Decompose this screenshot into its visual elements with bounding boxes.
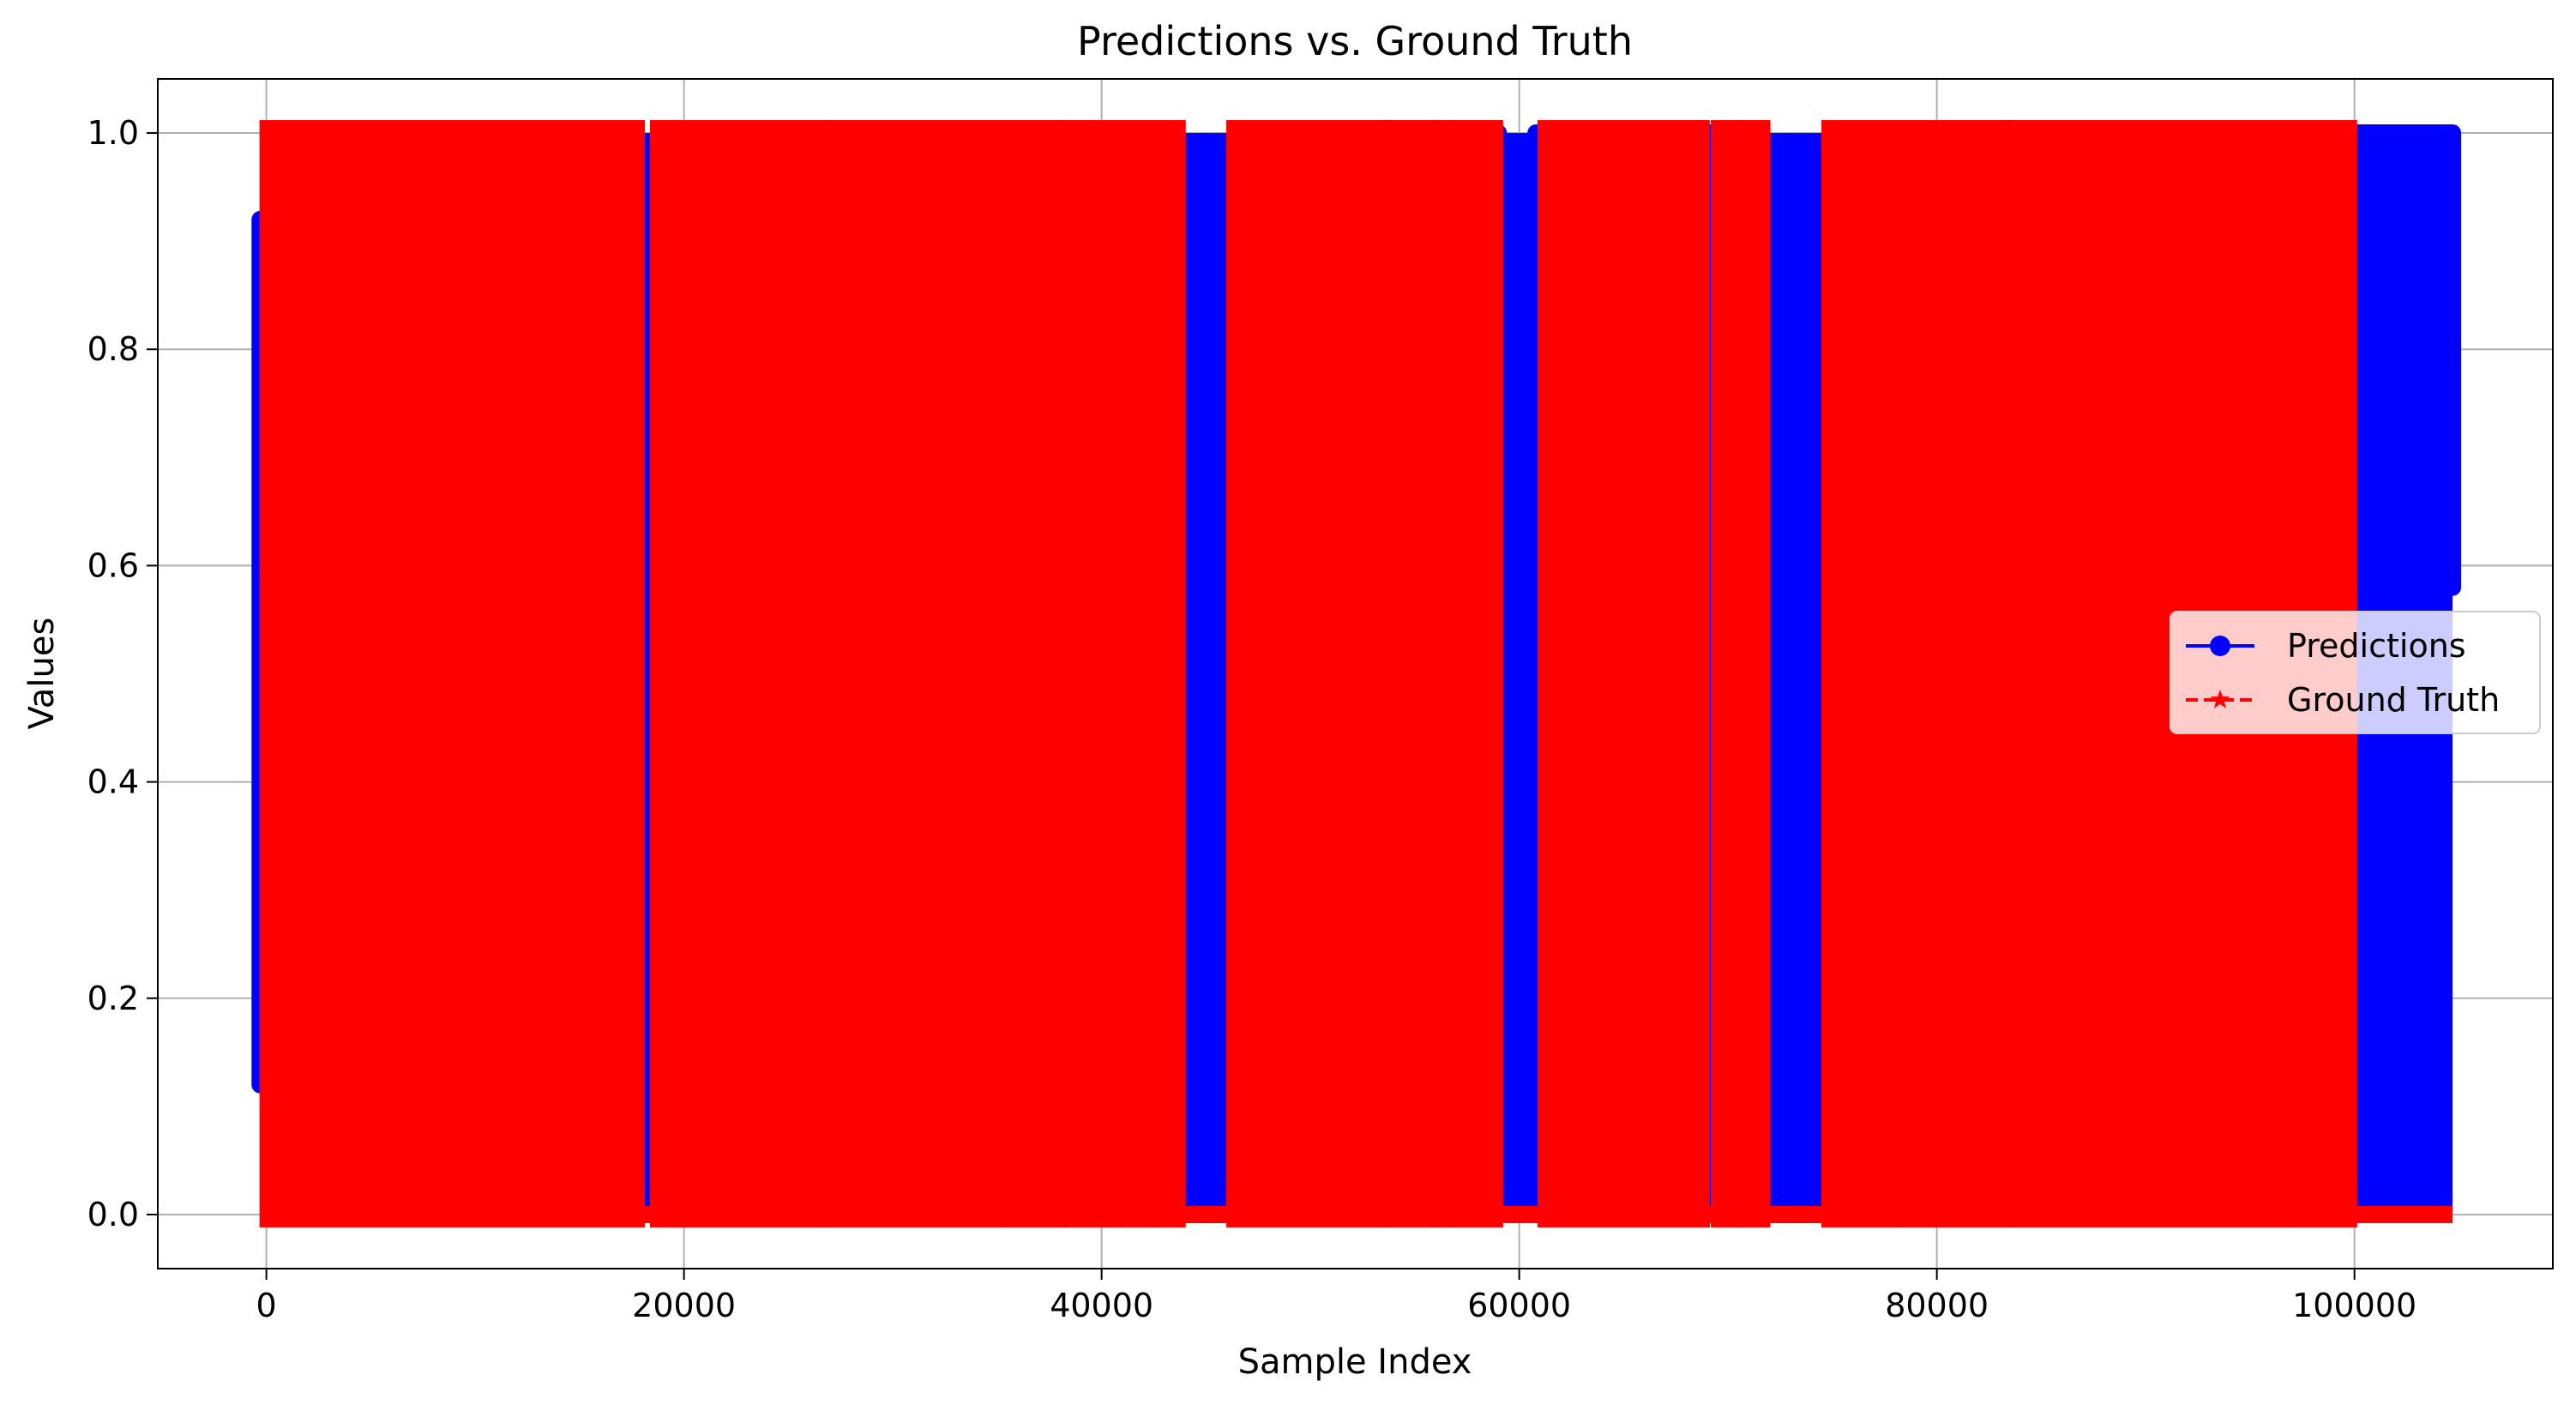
ground-truth-block [1896,120,2013,1227]
legend-box [2170,611,2541,734]
legend-ground-truth-marker [2210,690,2230,709]
predictions-stripe [643,143,649,1204]
ground-truth-block [821,120,1004,1227]
y-tick-label: 0.2 [87,980,139,1017]
ground-truth-block [259,120,646,1227]
axes-frame [157,78,2554,1269]
x-axis-label: Sample Index [1238,1342,1472,1382]
x-tick-label: 20000 [632,1287,736,1324]
predictions-envelope [1172,308,1243,1223]
y-tick-label: 0.0 [87,1196,139,1233]
plot-area [251,120,2462,1227]
ground-truth-block [675,120,829,1227]
ground-truth-block [1821,120,1905,1227]
chart-title: Predictions vs. Ground Truth [1077,18,1633,64]
y-tick-label: 0.8 [87,330,139,368]
ground-truth-block [1378,120,1439,1227]
ground-truth-block [1537,120,1710,1227]
y-tick-label: 0.6 [87,546,139,584]
x-tick-label: 80000 [1885,1287,1989,1324]
y-axis: 0.0 0.2 0.4 0.6 0.8 1.0 [87,114,158,1233]
legend: Predictions Ground Truth [2170,611,2541,734]
x-tick-label: 0 [256,1287,277,1324]
y-tick-label: 1.0 [87,114,139,152]
x-axis: 0 20000 40000 60000 80000 100000 [256,1269,2417,1324]
legend-predictions-marker [2210,636,2230,656]
ground-truth-block [1733,120,1771,1227]
ground-truth-block [1148,120,1186,1227]
legend-predictions-label: Predictions [2287,627,2466,665]
ground-truth-block [1056,120,1123,1227]
ground-truth-block [1452,120,1503,1227]
x-tick-label: 100000 [2292,1287,2417,1324]
legend-ground-truth-label: Ground Truth [2287,681,2500,719]
y-axis-label: Values [22,618,62,730]
x-tick-label: 40000 [1050,1287,1153,1324]
ground-truth-block [1001,120,1067,1227]
x-tick-label: 60000 [1467,1287,1571,1324]
ground-truth-block [1226,120,1391,1227]
ground-truth-baseline [262,1205,2453,1223]
series-ground-truth [259,120,2453,1227]
y-tick-label: 0.4 [87,763,139,801]
predictions-envelope [2341,124,2462,596]
